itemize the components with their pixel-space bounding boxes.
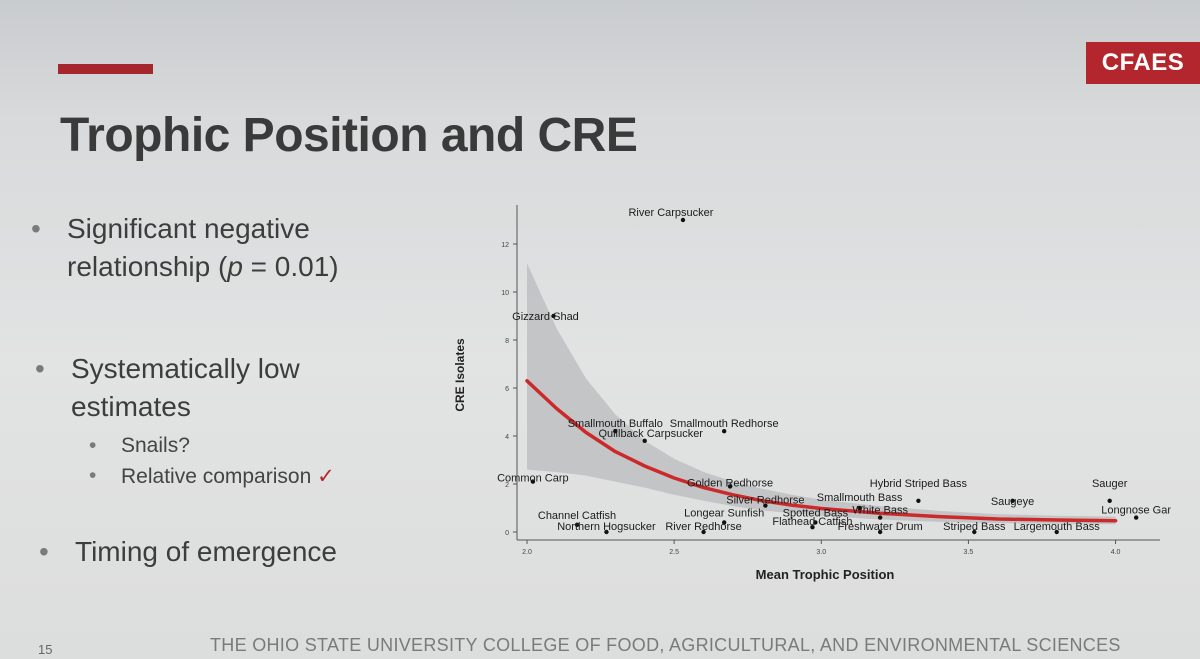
point-label: River Redhorse — [665, 521, 741, 533]
data-point — [763, 503, 768, 508]
point-label: Smallmouth Buffalo — [568, 418, 663, 430]
data-point — [916, 498, 921, 503]
fit-curve-line — [525, 379, 1118, 523]
point-label: Freshwater Drum — [838, 521, 923, 533]
data-point — [813, 520, 818, 525]
data-point — [721, 520, 727, 525]
point-label: Sauger — [1092, 478, 1128, 490]
bullet-dot-icon: • — [31, 213, 41, 244]
bullet-text-line1: Significant negative — [67, 213, 310, 244]
x-tick-label: 3.5 — [964, 549, 974, 556]
data-point — [857, 505, 862, 511]
point-label: Gizzard Shad — [512, 311, 579, 323]
point-label: Silver Redhorse — [726, 495, 804, 507]
point-label: Longear Sunfish — [684, 507, 764, 519]
point-label: Hybrid Striped Bass — [870, 478, 968, 490]
confidence-band — [527, 263, 1116, 525]
point-label: Quillback Carpsucker — [598, 428, 703, 440]
point-label: Longnose Gar — [1101, 505, 1171, 517]
bullet-significant: • Significant negative relationship (p =… — [31, 210, 427, 286]
x-tick-label: 2.0 — [522, 549, 532, 556]
bullet-timing: • Timing of emergence — [39, 533, 337, 571]
point-label: Smallmouth Redhorse — [670, 418, 779, 430]
data-point — [551, 313, 556, 319]
x-tick-label: 4.0 — [1111, 549, 1121, 556]
point-label: Smallmouth Bass — [817, 492, 903, 504]
point-label: Golden Redhorse — [687, 477, 773, 489]
y-tick-label: 6 — [505, 386, 509, 393]
bullet-dot-icon: • — [39, 536, 49, 567]
accent-bar — [58, 64, 153, 74]
data-point — [701, 529, 706, 535]
footer-text: THE OHIO STATE UNIVERSITY COLLEGE OF FOO… — [210, 635, 1121, 655]
data-point — [877, 529, 883, 535]
y-tick-label: 4 — [505, 434, 509, 441]
data-point — [721, 429, 727, 434]
sub-bullet-dot-icon: • — [89, 434, 97, 457]
bullet-text-line1: Systematically low — [71, 353, 300, 384]
bullet-text-line2: relationship (p = 0.01) — [67, 251, 339, 282]
y-tick-label: 8 — [505, 338, 509, 345]
point-label: Saugeye — [991, 496, 1034, 508]
y-tick-label: 10 — [501, 290, 509, 297]
point-label: Common Carp — [497, 473, 569, 485]
y-axis-label: CRE Isolates — [453, 338, 467, 412]
data-point — [810, 525, 815, 530]
data-point — [680, 217, 686, 223]
point-label: Northern Hogsucker — [557, 521, 656, 533]
data-point — [1054, 529, 1059, 535]
sub-bullet-relative: • Relative comparison ✓ — [89, 464, 335, 488]
point-label: Spotted Bass — [783, 507, 849, 519]
slide-number: 15 — [38, 642, 53, 657]
point-label: Channel Catfish — [538, 510, 616, 522]
sub-bullet-snails: • Snails? — [89, 434, 190, 457]
data-point — [1133, 515, 1139, 520]
point-label: White Bass — [852, 505, 908, 517]
point-label: River Carpsucker — [628, 207, 713, 219]
bullet-dot-icon: • — [35, 353, 45, 384]
data-point — [574, 522, 580, 527]
x-tick-label: 3.0 — [816, 549, 826, 556]
y-tick-label: 0 — [505, 530, 509, 537]
point-label: Flathead Catfish — [772, 516, 852, 528]
point-label: Largemouth Bass — [1014, 521, 1101, 533]
data-point — [1107, 498, 1112, 503]
x-axis-label: Mean Trophic Position — [756, 567, 895, 582]
data-point — [642, 438, 647, 443]
data-point — [877, 515, 883, 520]
slide-title: Trophic Position and CRE — [60, 109, 638, 162]
y-tick-label: 12 — [501, 242, 509, 249]
y-tick-label: 2 — [505, 482, 509, 489]
cfaes-logo: CFAES — [1086, 42, 1200, 84]
data-point — [613, 429, 618, 434]
data-point — [972, 529, 977, 535]
checkmark-icon: ✓ — [317, 465, 335, 488]
x-tick-label: 2.5 — [669, 549, 679, 556]
sub-bullet-dot-icon: • — [89, 464, 97, 487]
bullet-systematically-low: • Systematically low estimates — [35, 350, 391, 426]
data-point — [1010, 498, 1015, 503]
data-point — [727, 484, 733, 489]
data-point — [530, 479, 536, 484]
data-point — [604, 529, 609, 535]
bullet-text-line2: estimates — [71, 391, 191, 422]
point-label: Striped Bass — [943, 521, 1006, 533]
